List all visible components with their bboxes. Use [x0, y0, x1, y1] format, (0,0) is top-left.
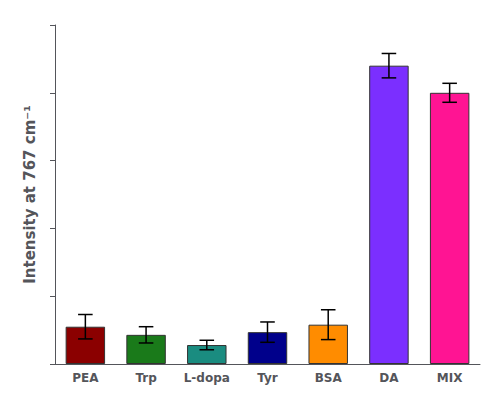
- svg-text:MIX: MIX: [437, 371, 463, 385]
- svg-text:Tyr: Tyr: [257, 371, 278, 385]
- svg-text:DA: DA: [379, 371, 399, 385]
- svg-text:PEA: PEA: [72, 371, 99, 385]
- svg-text:Intensity at 767 cm⁻¹: Intensity at 767 cm⁻¹: [21, 105, 39, 284]
- svg-text:Trp: Trp: [135, 371, 157, 385]
- svg-text:L-dopa: L-dopa: [184, 371, 230, 385]
- svg-text:BSA: BSA: [315, 371, 343, 385]
